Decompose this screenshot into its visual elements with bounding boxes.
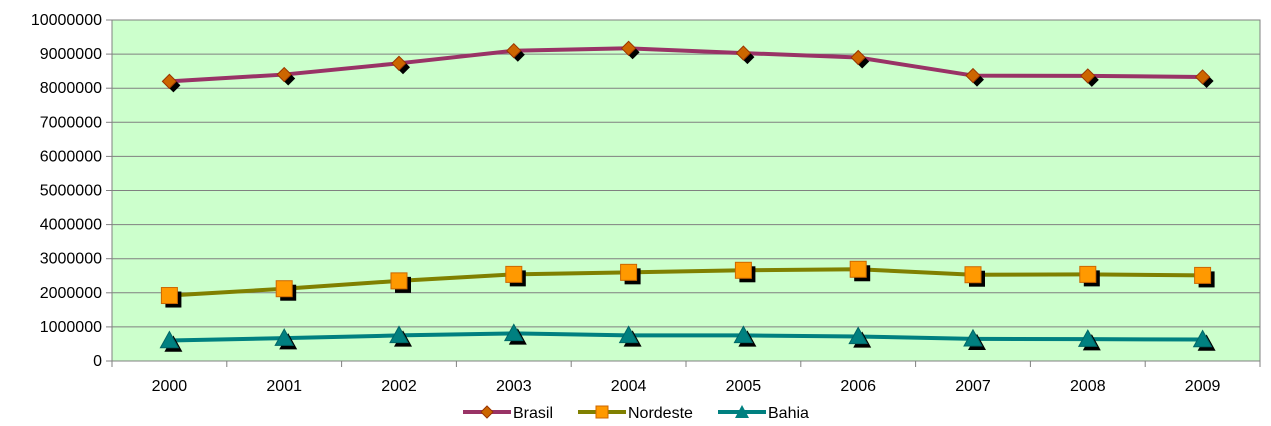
legend-label: Brasil — [513, 405, 553, 422]
data-point-brasil — [1194, 69, 1214, 88]
x-tick-label: 2005 — [726, 378, 762, 395]
data-point-nordeste — [964, 266, 985, 287]
legend-item-nordeste: Nordeste — [578, 405, 693, 422]
data-point-bahia — [389, 325, 412, 347]
legend-item-brasil: Brasil — [463, 405, 553, 422]
data-point-nordeste — [620, 263, 641, 285]
y-tick-label: 9000000 — [40, 46, 102, 63]
data-point-nordeste — [160, 287, 182, 308]
data-point-brasil — [735, 45, 755, 65]
data-point-nordeste — [1194, 266, 1215, 288]
x-tick-label: 2000 — [152, 378, 188, 395]
data-point-bahia — [503, 323, 527, 345]
data-point-bahia — [733, 325, 757, 347]
y-tick-label: 0 — [93, 353, 102, 370]
x-tick-label: 2002 — [381, 378, 417, 395]
series-line-brasil — [169, 46, 1203, 84]
y-tick-label: 1000000 — [40, 319, 102, 336]
data-point-brasil — [391, 55, 410, 75]
legend-label: Bahia — [768, 405, 809, 422]
data-point-bahia — [1192, 329, 1216, 351]
data-point-bahia — [159, 330, 183, 352]
x-tick-label: 2004 — [611, 378, 647, 395]
data-point-brasil — [1080, 68, 1099, 87]
data-point-brasil — [276, 66, 296, 86]
legend-marker — [595, 405, 609, 419]
legend-marker — [735, 405, 749, 418]
data-point-nordeste — [849, 260, 871, 282]
data-point-brasil — [506, 42, 525, 62]
y-tick-label: 10000000 — [31, 12, 102, 29]
x-tick-label: 2003 — [496, 378, 532, 395]
data-point-nordeste — [505, 265, 526, 287]
legend-item-bahia: Bahia — [718, 405, 809, 422]
data-point-bahia — [848, 326, 872, 348]
data-point-bahia — [963, 328, 986, 351]
x-tick-label: 2008 — [1070, 378, 1106, 395]
data-point-brasil — [850, 49, 870, 69]
data-point-bahia — [618, 325, 642, 347]
x-tick-label: 2007 — [955, 378, 991, 395]
y-tick-label: 5000000 — [40, 183, 102, 200]
x-tick-label: 2006 — [840, 378, 876, 395]
data-point-bahia — [1077, 329, 1101, 351]
legend-marker — [480, 405, 494, 419]
series-line-bahia — [169, 331, 1203, 343]
legend-label: Nordeste — [628, 405, 693, 422]
y-tick-label: 6000000 — [40, 148, 102, 165]
y-tick-label: 8000000 — [40, 80, 102, 97]
y-tick-label: 4000000 — [40, 217, 102, 234]
data-point-brasil — [620, 40, 640, 60]
data-point-nordeste — [1079, 265, 1100, 287]
data-point-nordeste — [734, 261, 756, 283]
y-tick-label: 7000000 — [40, 114, 102, 131]
x-tick-label: 2001 — [266, 378, 302, 395]
y-tick-label: 2000000 — [40, 285, 102, 302]
y-tick-label: 3000000 — [40, 251, 102, 268]
data-point-nordeste — [275, 280, 297, 301]
data-point-nordeste — [390, 272, 411, 293]
data-point-brasil — [161, 73, 181, 93]
x-tick-label: 2009 — [1185, 378, 1221, 395]
data-point-brasil — [965, 67, 984, 87]
data-point-bahia — [274, 328, 298, 350]
series-line-nordeste — [169, 267, 1203, 298]
